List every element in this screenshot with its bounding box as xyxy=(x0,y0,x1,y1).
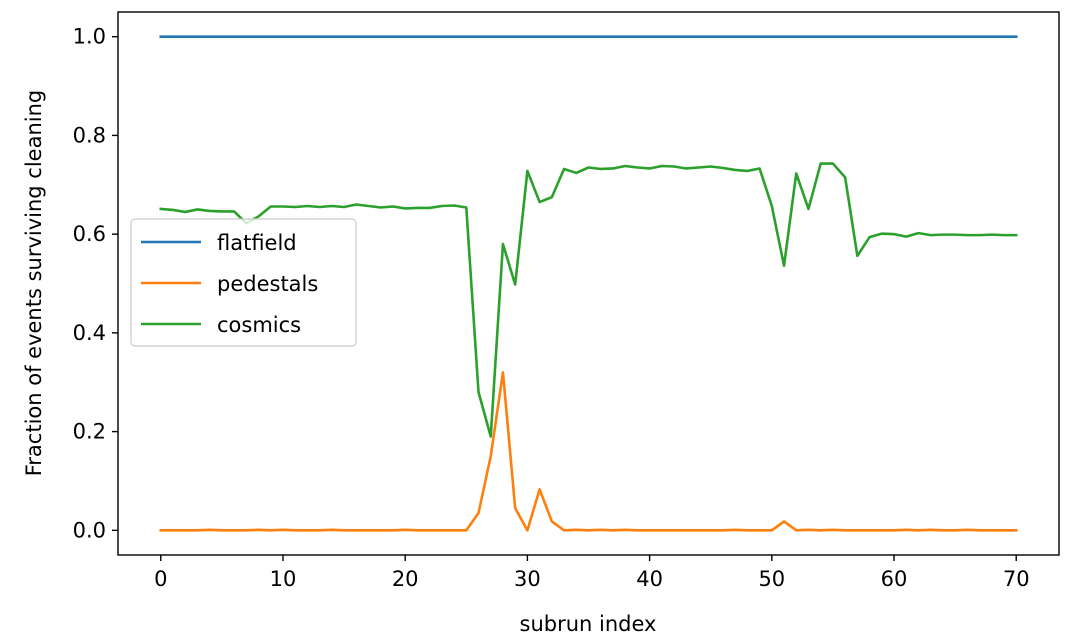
y-tick-label: 1.0 xyxy=(73,25,106,49)
series-lines xyxy=(159,35,1018,532)
legend: flatfield pedestals cosmics xyxy=(130,218,357,347)
y-tick-label: 0.0 xyxy=(73,518,106,542)
legend-label-pedestals: pedestals xyxy=(217,272,318,296)
y-tick-label: 0.8 xyxy=(73,123,106,147)
x-tick-label: 30 xyxy=(514,567,541,591)
plot-frame xyxy=(117,11,1060,556)
x-tick-label: 40 xyxy=(636,567,663,591)
x-axis-ticks: 0 10 20 30 40 50 60 70 xyxy=(154,555,1030,591)
x-tick-label: 50 xyxy=(758,567,785,591)
y-axis-ticks: 0.0 0.2 0.4 0.6 0.8 1.0 xyxy=(73,25,118,542)
x-tick-label: 20 xyxy=(392,567,419,591)
legend-box xyxy=(130,218,357,347)
y-axis-label: Fraction of events surviving cleaning xyxy=(22,90,46,477)
y-tick-label: 0.4 xyxy=(73,321,106,345)
x-tick-label: 60 xyxy=(881,567,908,591)
y-tick-label: 0.2 xyxy=(73,420,106,444)
legend-label-flatfield: flatfield xyxy=(217,231,297,255)
x-tick-label: 0 xyxy=(154,567,167,591)
x-tick-label: 10 xyxy=(270,567,297,591)
x-axis-label: subrun index xyxy=(520,612,657,636)
y-tick-label: 0.6 xyxy=(73,222,106,246)
x-tick-label: 70 xyxy=(1003,567,1030,591)
series-line-cosmics xyxy=(159,162,1018,438)
legend-label-cosmics: cosmics xyxy=(217,313,301,337)
series-line-pedestals xyxy=(159,371,1018,532)
